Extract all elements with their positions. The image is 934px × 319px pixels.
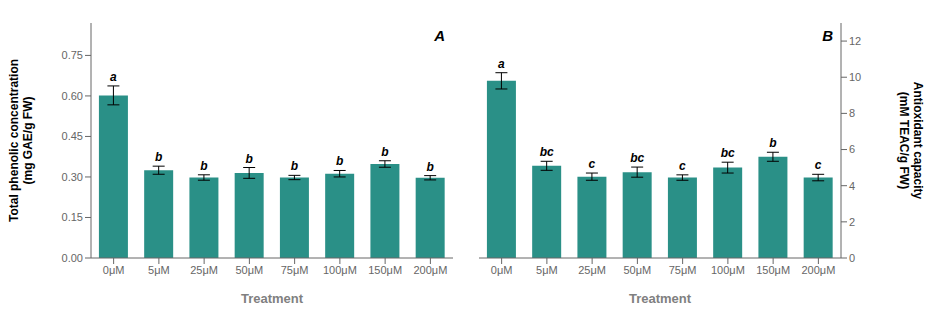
- svg-text:50μM: 50μM: [236, 264, 264, 276]
- svg-text:200μM: 200μM: [801, 264, 835, 276]
- svg-text:5μM: 5μM: [536, 264, 558, 276]
- svg-text:100μM: 100μM: [711, 264, 745, 276]
- svg-text:0.60: 0.60: [62, 90, 83, 102]
- html-text:B: B: [822, 27, 833, 44]
- svg-text:0.30: 0.30: [62, 171, 83, 183]
- svg-text:Total phenolic concentration(m: Total phenolic concentration(mg GAE/g FW…: [8, 59, 35, 222]
- svg-text:bc: bc: [540, 145, 554, 159]
- svg-text:b: b: [769, 136, 776, 150]
- svg-text:25μM: 25μM: [190, 264, 218, 276]
- svg-text:0μM: 0μM: [103, 264, 125, 276]
- svg-text:0.75: 0.75: [62, 49, 83, 61]
- svg-text:Treatment: Treatment: [241, 291, 304, 306]
- svg-text:75μM: 75μM: [281, 264, 309, 276]
- svg-text:Antioxidant capacity(mM TEAC/g: Antioxidant capacity(mM TEAC/g FW): [897, 82, 924, 200]
- svg-text:bc: bc: [721, 146, 735, 160]
- html-text:A: A: [434, 27, 445, 44]
- svg-text:100μM: 100μM: [323, 264, 357, 276]
- svg-text:8: 8: [849, 107, 855, 119]
- svg-text:6: 6: [849, 143, 855, 155]
- svg-text:12: 12: [849, 35, 861, 47]
- svg-text:200μM: 200μM: [413, 264, 447, 276]
- svg-text:150μM: 150μM: [368, 264, 402, 276]
- svg-text:b: b: [426, 160, 433, 174]
- svg-text:50μM: 50μM: [624, 264, 652, 276]
- svg-text:0: 0: [849, 252, 855, 264]
- svg-text:bc: bc: [630, 151, 644, 165]
- svg-text:c: c: [815, 158, 822, 172]
- svg-text:b: b: [291, 159, 298, 173]
- svg-text:b: b: [200, 159, 207, 173]
- svg-text:a: a: [110, 70, 117, 84]
- svg-text:25μM: 25μM: [578, 264, 606, 276]
- svg-text:2: 2: [849, 216, 855, 228]
- svg-text:150μM: 150μM: [756, 264, 790, 276]
- svg-text:c: c: [679, 159, 686, 173]
- svg-text:b: b: [245, 152, 252, 166]
- svg-text:Treatment: Treatment: [629, 291, 692, 306]
- svg-text:5μM: 5μM: [148, 264, 170, 276]
- svg-text:c: c: [589, 157, 596, 171]
- svg-text:0.45: 0.45: [62, 130, 83, 142]
- svg-text:0.00: 0.00: [62, 252, 83, 264]
- svg-text:b: b: [155, 150, 162, 164]
- svg-text:b: b: [336, 154, 343, 168]
- svg-text:10: 10: [849, 71, 861, 83]
- svg-text:a: a: [498, 57, 505, 71]
- svg-text:0μM: 0μM: [491, 264, 513, 276]
- svg-text:75μM: 75μM: [669, 264, 697, 276]
- svg-text:4: 4: [849, 180, 855, 192]
- svg-text:0.15: 0.15: [62, 211, 83, 223]
- svg-text:b: b: [381, 145, 388, 159]
